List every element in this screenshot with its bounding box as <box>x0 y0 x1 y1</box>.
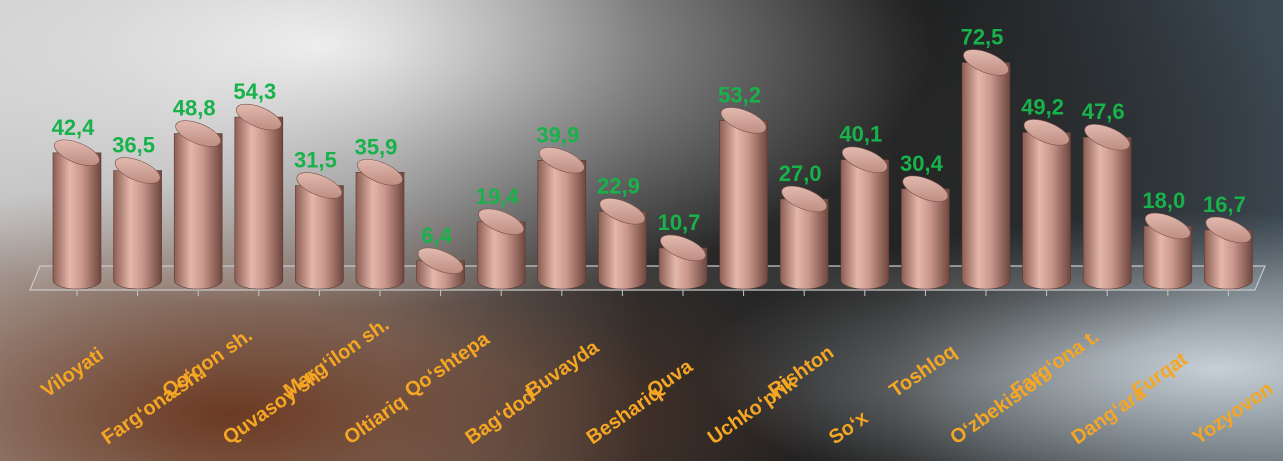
bar <box>961 49 1011 290</box>
value-label: 39,9 <box>536 122 579 147</box>
bar-top <box>660 234 706 262</box>
value-label: 18,0 <box>1142 188 1185 213</box>
bar <box>537 147 587 290</box>
bar-top <box>720 107 767 134</box>
bar-top <box>538 147 585 174</box>
bar-top <box>235 103 282 131</box>
bar-top <box>296 172 343 199</box>
value-label: 40,1 <box>839 122 882 147</box>
bar-body <box>840 159 890 290</box>
bar-top <box>902 175 949 203</box>
bar <box>840 146 890 290</box>
category-label: Marg‘ilon sh. <box>280 313 394 402</box>
bar-body <box>598 211 647 290</box>
value-labels-group: 42,4 36,5 48,8 54,3 31,5 35,9 6,4 19,4 39,9 22,9 1… <box>52 25 1246 248</box>
bar <box>234 103 284 290</box>
bar-top <box>114 157 161 184</box>
category-label: Yozyovon <box>1189 378 1278 449</box>
bar-body <box>719 120 768 290</box>
category-label: Oltiariq <box>340 391 410 449</box>
bar <box>476 208 526 290</box>
category-label: Bag‘dod <box>461 385 539 449</box>
value-label: 49,2 <box>1021 94 1064 119</box>
bar-body <box>113 170 162 290</box>
bar-top <box>599 198 646 225</box>
bar-top <box>1144 212 1191 240</box>
bar <box>355 159 405 290</box>
value-label: 54,3 <box>233 79 276 104</box>
category-label: Quva <box>643 355 697 402</box>
value-label: 27,0 <box>779 161 822 186</box>
value-label: 48,8 <box>173 96 216 121</box>
bar <box>779 185 829 290</box>
bar <box>1204 216 1253 290</box>
bar-top <box>841 146 888 173</box>
category-label: Furqat <box>1128 348 1192 402</box>
bar-body <box>1082 136 1132 290</box>
bar-body <box>355 172 405 290</box>
bar <box>901 175 950 290</box>
bar <box>52 139 102 290</box>
bar <box>658 234 708 290</box>
bars-group <box>52 49 1253 290</box>
category-label: Qo‘shtepa <box>401 327 494 402</box>
value-label: 31,5 <box>294 148 337 173</box>
bar-top <box>1084 123 1131 151</box>
value-label: 22,9 <box>597 173 640 198</box>
value-label: 30,4 <box>900 151 944 176</box>
bar-top <box>417 247 464 275</box>
bar-top <box>478 208 525 236</box>
value-label: 42,4 <box>52 115 96 140</box>
bar-body <box>173 133 223 290</box>
bar-body <box>901 188 950 290</box>
bar <box>598 198 647 290</box>
value-label: 6,4 <box>421 223 452 248</box>
category-label: Buvayda <box>522 336 604 402</box>
bar-body <box>295 185 344 290</box>
value-label: 36,5 <box>112 133 155 158</box>
value-label: 35,9 <box>355 134 398 159</box>
bar-top <box>54 139 100 167</box>
bar-top <box>175 120 222 147</box>
bar-body <box>1022 132 1071 290</box>
bar-body <box>476 221 526 290</box>
category-label: Qo‘qon sh. <box>158 324 256 402</box>
bar-top <box>357 159 403 186</box>
bar-top <box>781 185 828 213</box>
category-label: Viloyati <box>37 343 108 402</box>
bar-body <box>234 116 284 290</box>
bar <box>295 172 344 290</box>
bar <box>416 247 465 290</box>
value-label: 53,2 <box>718 82 761 107</box>
bar-top <box>963 49 1009 76</box>
category-label: Rishton <box>764 341 838 402</box>
bar <box>1143 212 1193 290</box>
bar <box>1082 123 1132 290</box>
bar-top <box>1023 119 1070 146</box>
value-label: 47,6 <box>1082 99 1125 124</box>
bar-body <box>1143 225 1193 290</box>
value-label: 72,5 <box>961 25 1004 50</box>
bar <box>1022 119 1071 290</box>
category-label: Toshloq <box>886 340 961 402</box>
bar-body <box>537 160 587 290</box>
value-label: 19,4 <box>476 184 520 209</box>
bar-body <box>961 62 1011 290</box>
bar-body <box>1204 229 1253 290</box>
bar-top <box>1205 216 1252 244</box>
bar <box>173 120 223 290</box>
value-label: 10,7 <box>658 210 701 235</box>
bar <box>113 157 162 290</box>
category-label: Farg‘ona t. <box>1007 325 1103 402</box>
bar-body <box>779 198 829 290</box>
bar <box>719 107 768 290</box>
value-label: 16,7 <box>1203 192 1246 217</box>
bar-body <box>52 152 102 290</box>
category-label: So‘x <box>825 407 872 449</box>
